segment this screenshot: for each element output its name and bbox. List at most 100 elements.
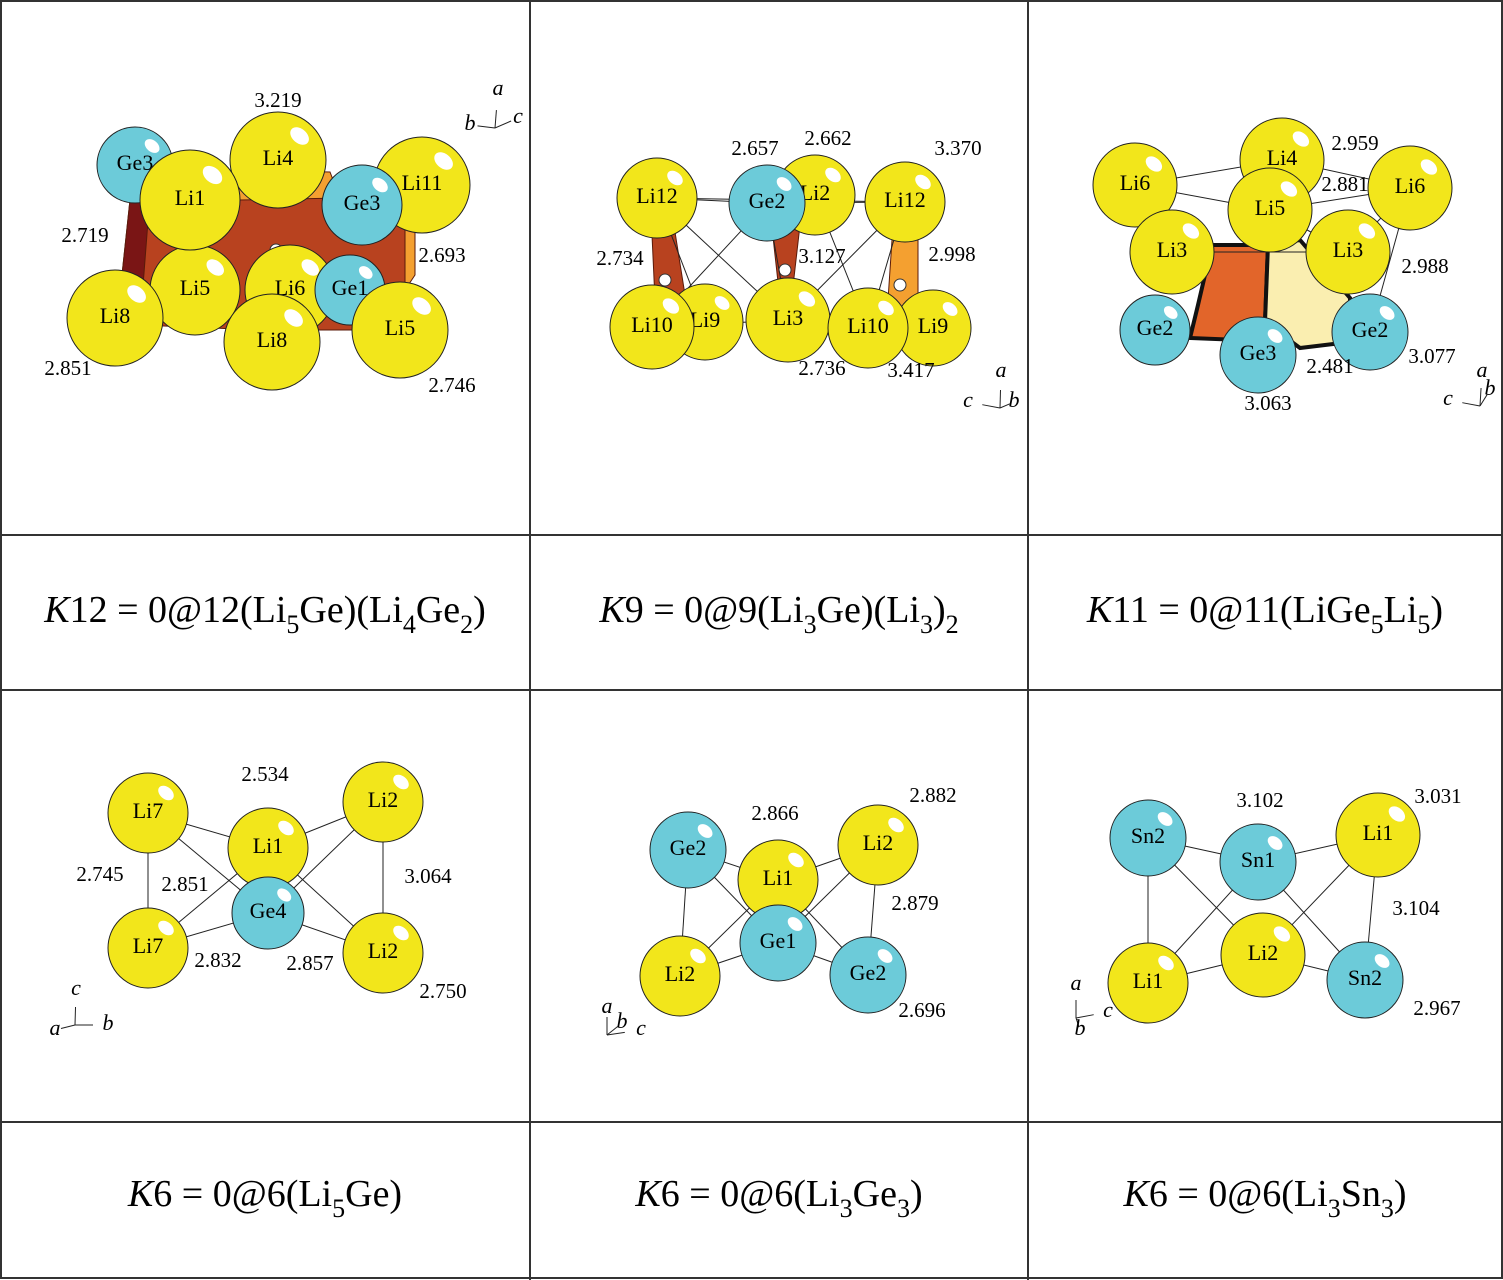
- distance-label: 2.745: [76, 862, 123, 886]
- caption: K6 = 0@6(Li5Ge): [127, 1173, 402, 1224]
- atom-highlight: [662, 298, 680, 314]
- atom-highlight: [127, 285, 146, 303]
- distance-label: 2.851: [44, 356, 91, 380]
- caption-segment: 2: [460, 610, 473, 639]
- atom-highlight: [372, 177, 388, 193]
- atom-highlight: [1292, 131, 1310, 147]
- distance-label: 2.481: [1306, 354, 1353, 378]
- axis-label: a: [50, 1015, 61, 1040]
- atom-highlight: [1157, 812, 1173, 826]
- atom-label: Li1: [253, 833, 284, 858]
- atom-label: Li3: [1333, 237, 1364, 262]
- caption-segment: 3: [840, 1194, 853, 1223]
- caption-segment: 3: [897, 1194, 910, 1223]
- atom-label: Li8: [257, 327, 288, 352]
- atom-highlight: [412, 297, 431, 315]
- caption-segment: 3: [920, 610, 933, 639]
- atom-highlight: [393, 925, 409, 941]
- atom-highlight: [667, 170, 683, 186]
- atom-highlight: [284, 309, 303, 327]
- distance-label: 2.882: [909, 783, 956, 807]
- distance-label: 3.219: [254, 88, 301, 112]
- atom-label: Li1: [763, 865, 794, 890]
- caption-segment: 3: [1328, 1194, 1341, 1223]
- atom-highlight: [434, 152, 453, 170]
- caption-segment: 3: [1381, 1194, 1394, 1223]
- axis-arrow: [1479, 394, 1488, 407]
- atom-highlight: [697, 824, 713, 838]
- caption-segment: 6 = 0@6(Li: [661, 1173, 840, 1215]
- atom-label: Ge2: [850, 960, 887, 985]
- atom-label: Li1: [1133, 968, 1164, 993]
- distance-label: 2.534: [241, 762, 289, 786]
- caption-segment: 5: [286, 610, 299, 639]
- atom-highlight: [1358, 223, 1376, 239]
- axis-arrow: [982, 404, 1001, 409]
- atom-label: Li10: [847, 313, 889, 338]
- center-dot: [658, 273, 672, 287]
- atom-highlight: [202, 165, 223, 185]
- cluster-panel: Sn2 Sn1 Li1 Li2 Li1 Sn2 3.102 3.031 3.104 2.967 ab…: [1071, 784, 1462, 1224]
- atom-highlight: [776, 177, 792, 191]
- distance-label: 2.998: [928, 242, 975, 266]
- distance-label: 3.127: [798, 244, 845, 268]
- caption-segment: K: [1122, 1173, 1150, 1215]
- distance-label: 2.967: [1413, 996, 1460, 1020]
- atom-label: Li5: [180, 275, 211, 300]
- distance-label: 3.077: [1408, 344, 1455, 368]
- atom-highlight: [942, 302, 958, 316]
- axis-label: a: [1477, 357, 1488, 382]
- atom-label: Ge1: [332, 275, 369, 300]
- caption-segment: ): [1394, 1173, 1407, 1215]
- axis-label: c: [71, 975, 81, 1000]
- axis-arrow: [606, 1031, 625, 1036]
- axis-arrow: [1479, 388, 1482, 407]
- caption-segment: K: [598, 589, 626, 631]
- caption: K6 = 0@6(Li3Ge3): [634, 1173, 922, 1224]
- atom-label: Ge1: [760, 928, 797, 953]
- axis-label: a: [996, 357, 1007, 382]
- distance-label: 3.104: [1392, 896, 1440, 920]
- distance-label: 2.866: [751, 801, 798, 825]
- distance-label: 3.031: [1414, 784, 1461, 808]
- atom-label: Ge2: [1352, 317, 1389, 342]
- atom-label: Li12: [636, 183, 678, 208]
- atom-label: Ge4: [250, 898, 287, 923]
- cluster-panel: Li4 Li6 Li6 Li5 Ge2 Ge2 Li3 Li3 Ge3 2.959 2.881 2.9…: [1086, 117, 1496, 640]
- caption-segment: 12 = 0@12(Li: [70, 589, 287, 631]
- distance-label: 2.959: [1331, 131, 1378, 155]
- atom-highlight: [714, 296, 730, 310]
- axis-arrow: [60, 1024, 76, 1029]
- atom-label: Li2: [863, 830, 894, 855]
- atom-label: Li1: [175, 185, 206, 210]
- distance-label: 2.734: [596, 246, 644, 270]
- axis-label: b: [617, 1008, 628, 1033]
- atom-highlight: [798, 291, 816, 307]
- atom-highlight: [277, 888, 292, 902]
- caption-segment: 5: [1371, 610, 1384, 639]
- axis-label: b: [1075, 1015, 1086, 1040]
- atom-label: Li5: [1255, 195, 1286, 220]
- axis-label: c: [963, 387, 973, 412]
- atom-label: Li3: [1157, 237, 1188, 262]
- atom-label: Li2: [665, 961, 696, 986]
- atom-highlight: [788, 852, 804, 868]
- caption-segment: Ge)(Li: [817, 589, 920, 631]
- distance-label: 2.746: [428, 373, 475, 397]
- distance-label: 2.662: [804, 126, 851, 150]
- caption-segment: K: [43, 589, 71, 631]
- caption-segment: ): [473, 589, 486, 631]
- atom-label: Li2: [1248, 940, 1279, 965]
- distance-label: 2.857: [286, 951, 333, 975]
- atom-label: Ge3: [117, 150, 154, 175]
- distance-label: 2.988: [1401, 254, 1448, 278]
- caption-segment: ): [1430, 589, 1443, 631]
- axis-label: c: [636, 1015, 646, 1040]
- caption: K11 = 0@11(LiGe5Li5): [1086, 589, 1443, 640]
- atom-label: Ge2: [749, 188, 786, 213]
- axis-label: c: [513, 103, 523, 128]
- distance-label: 2.719: [61, 223, 108, 247]
- atom-label: Li9: [918, 313, 949, 338]
